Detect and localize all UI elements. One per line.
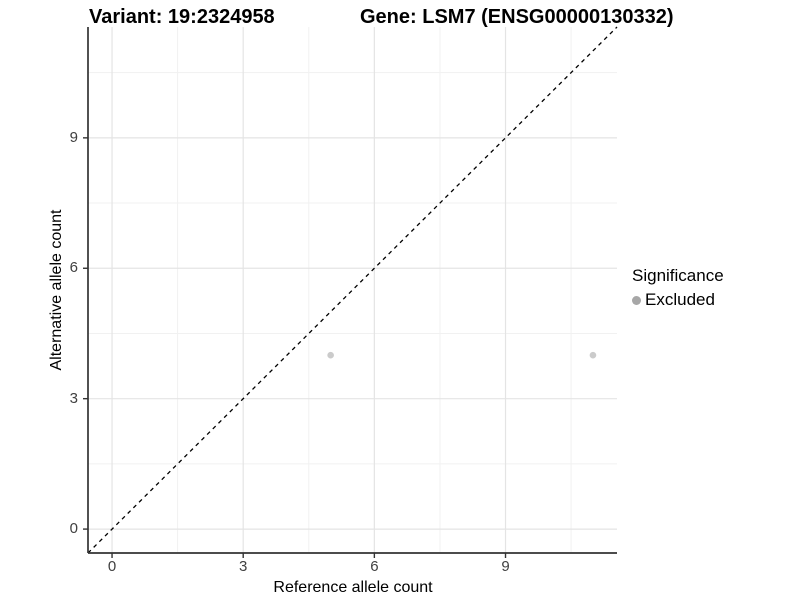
y-tick-label: 0: [69, 520, 78, 538]
x-tick-label: 3: [239, 558, 248, 575]
plot-title-gene: Gene: LSM7 (ENSG00000130332): [360, 6, 674, 28]
x-tick-label: 6: [370, 558, 379, 575]
y-tick-label: 9: [69, 128, 78, 146]
plot-title-variant: Variant: 19:2324958: [89, 6, 275, 28]
legend-item: Excluded: [632, 290, 724, 310]
identity-line: [87, 26, 618, 554]
x-axis-label: Reference allele count: [273, 579, 433, 596]
x-tick-label: 9: [501, 558, 510, 575]
y-tick-label: 6: [69, 259, 78, 277]
data-point: [589, 351, 597, 359]
legend-items: Excluded: [632, 290, 724, 310]
legend-point-icon: [632, 295, 641, 305]
x-tick-label: 0: [107, 558, 117, 575]
legend: Significance Excluded: [632, 266, 724, 310]
data-point: [327, 351, 334, 359]
legend-title: Significance: [632, 266, 724, 285]
y-tick-label: 3: [69, 389, 78, 407]
legend-item-label: Excluded: [645, 290, 715, 309]
